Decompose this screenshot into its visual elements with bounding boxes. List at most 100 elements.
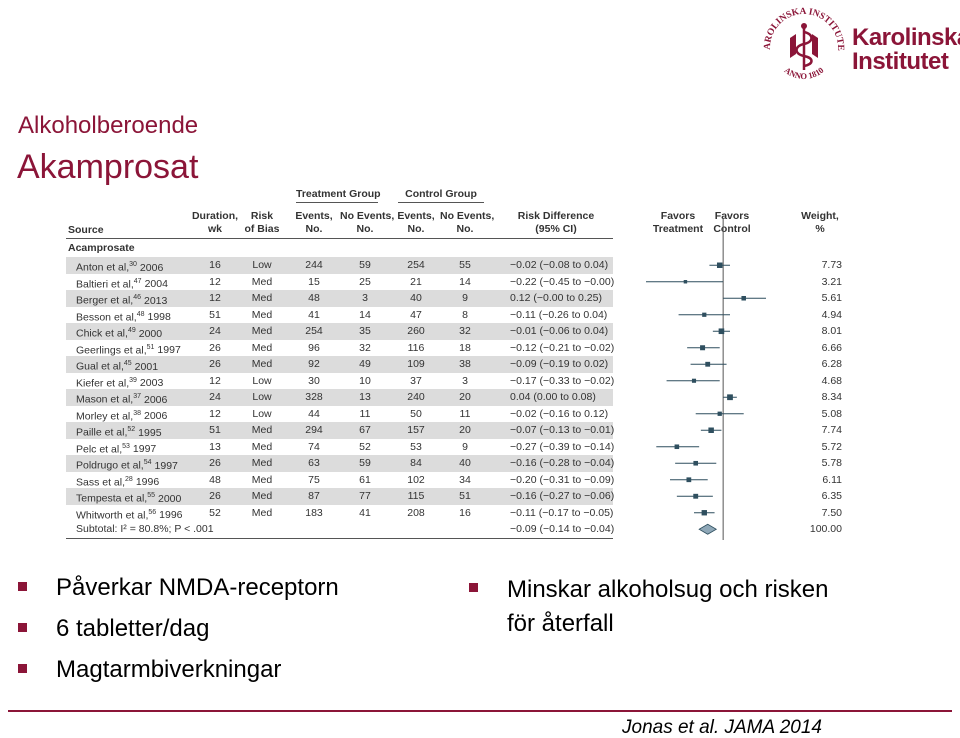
cell-ce: 240: [407, 391, 425, 403]
cell-tne: 67: [359, 424, 371, 436]
cell-bias: Med: [251, 457, 273, 469]
col-treatment-no-events: No Events, No.: [340, 210, 395, 235]
cell-risk-difference: −0.12 (−0.21 to −0.02): [510, 341, 615, 354]
cell-te: 254: [305, 325, 323, 337]
cell-risk-difference: −0.27 (−0.39 to −0.14): [510, 440, 615, 453]
cell-ce: 50: [410, 407, 422, 420]
cell-weight: 3.21: [821, 275, 842, 288]
bullet-item: 6 tabletter/dag: [18, 614, 339, 643]
cell-risk-difference: 0.12 (−0.00 to 0.25): [510, 292, 602, 304]
cell-bias: Med: [251, 308, 273, 321]
cell-duration: 13: [209, 440, 221, 453]
cell-bias: Med: [251, 358, 273, 370]
table-row-shade: [66, 356, 613, 373]
forest-point: [693, 493, 699, 499]
col-treatment-events: Events, No.: [295, 210, 333, 235]
study-source: Morley et al,38 2006: [76, 409, 168, 423]
cell-te: 87: [308, 490, 320, 502]
study-source: Paille et al,52 1995: [76, 426, 162, 439]
bullets-left: Påverkar NMDA-receptorn 6 tabletter/dag …: [18, 573, 339, 696]
cell-weight: 7.50: [821, 506, 842, 519]
treatment-group-header: Treatment Group: [296, 188, 381, 200]
cell-te: 75: [308, 473, 320, 486]
cell-risk-difference: −0.17 (−0.33 to −0.02): [510, 374, 615, 387]
col-source: Source: [68, 224, 104, 236]
forest-point: [727, 394, 733, 401]
cell-ce: 37: [410, 374, 422, 387]
cell-bias: Med: [251, 325, 273, 337]
study-source: Chick et al,49 2000: [76, 327, 163, 340]
table-row-shade: [66, 290, 613, 307]
cell-bias: Med: [251, 440, 273, 453]
cell-tne: 77: [359, 490, 371, 502]
cell-te: 74: [308, 440, 320, 453]
cell-risk-difference: −0.22 (−0.45 to −0.00): [510, 275, 615, 288]
cell-weight: 8.34: [821, 391, 842, 403]
study-source: Mason et al,37 2006: [76, 393, 168, 406]
cell-tne: 61: [359, 473, 371, 486]
cell-tne: 41: [359, 506, 371, 519]
cell-bias: Med: [251, 473, 273, 486]
subtotal-label: Subtotal: I² = 80.8%; P < .001: [76, 523, 214, 535]
karolinska-seal-icon: KAROLINSKA INSTITUTET ANNO 1810: [760, 4, 845, 81]
col-weight: Weight,%: [801, 210, 839, 235]
cell-risk-difference: −0.02 (−0.16 to 0.12): [510, 407, 609, 420]
table-row-shade: [66, 488, 613, 505]
cell-ce: 254: [407, 259, 425, 271]
cell-bias: Low: [252, 391, 272, 403]
cell-tne: 35: [359, 325, 371, 337]
bullet-item: Minskar alkoholsug och risken för återfa…: [469, 573, 829, 641]
cell-duration: 12: [209, 374, 221, 387]
bullet-item: Påverkar NMDA-receptorn: [18, 573, 339, 602]
cell-te: 15: [308, 275, 320, 288]
cell-cne: 11: [459, 407, 471, 420]
cell-tne: 14: [359, 308, 371, 321]
cell-duration: 51: [209, 308, 221, 321]
cell-cne: 20: [459, 391, 471, 403]
cell-ce: 208: [407, 506, 425, 519]
cell-weight: 6.66: [821, 341, 842, 354]
cell-cne: 38: [459, 358, 471, 370]
col-duration: Duration, wk: [191, 210, 239, 235]
cell-weight: 4.68: [821, 374, 842, 387]
cell-weight: 7.73: [821, 259, 842, 271]
square-bullet-icon: [18, 623, 27, 632]
cell-risk-difference: −0.11 (−0.26 to 0.04): [510, 308, 608, 321]
svg-text:ANNO 1810: ANNO 1810: [783, 65, 826, 81]
cell-duration: 26: [209, 490, 221, 502]
cell-bias: Med: [251, 341, 273, 354]
subtotal-weight: 100.00: [809, 523, 842, 535]
cell-risk-difference: −0.02 (−0.08 to 0.04): [510, 259, 609, 271]
cell-duration: 24: [209, 391, 221, 403]
cell-cne: 3: [462, 374, 468, 387]
subtotal-risk-difference: −0.09 (−0.14 to −0.04): [510, 523, 615, 535]
cell-te: 63: [308, 457, 320, 469]
cell-cne: 40: [459, 457, 471, 469]
forest-point: [718, 328, 725, 335]
cell-duration: 12: [209, 292, 221, 304]
cell-bias: Low: [252, 407, 272, 420]
cell-ce: 40: [410, 292, 422, 304]
cell-ce: 47: [410, 308, 422, 321]
cell-duration: 51: [209, 424, 221, 436]
cell-tne: 11: [359, 407, 371, 420]
cell-risk-difference: −0.16 (−0.27 to −0.06): [510, 490, 615, 502]
cell-duration: 26: [209, 341, 221, 354]
cell-duration: 52: [209, 506, 221, 519]
cell-cne: 8: [462, 308, 468, 321]
col-favors-treatment: Favors Treatment: [652, 210, 704, 235]
forest-point: [700, 345, 706, 351]
cell-te: 48: [308, 292, 320, 304]
forest-point: [716, 262, 723, 268]
cell-ce: 260: [407, 325, 425, 337]
cell-risk-difference: −0.09 (−0.19 to 0.02): [510, 358, 609, 370]
karolinska-logo: KAROLINSKA INSTITUTET ANNO 1810 Karolins…: [760, 4, 960, 86]
cell-cne: 18: [459, 341, 471, 354]
cell-ce: 115: [407, 490, 425, 502]
karolinska-wordmark: Karolinska Institutet: [852, 24, 960, 75]
square-bullet-icon: [18, 582, 27, 591]
cell-te: 328: [305, 391, 323, 403]
cell-cne: 34: [459, 473, 471, 486]
cell-tne: 59: [359, 457, 371, 469]
cell-te: 92: [308, 358, 320, 370]
